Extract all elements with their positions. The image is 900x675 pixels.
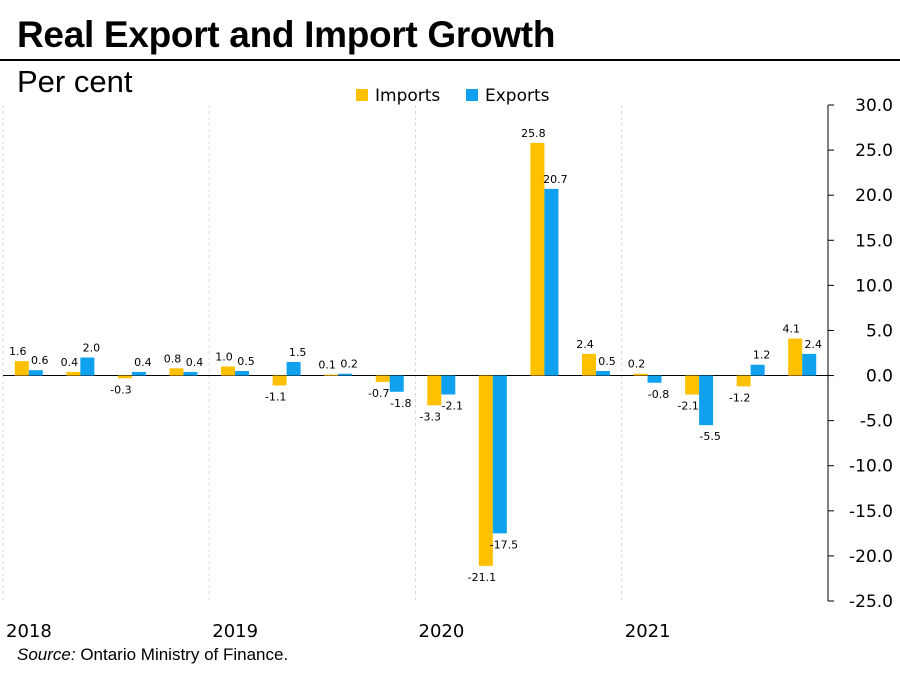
year-label: 2021 bbox=[625, 621, 671, 642]
imports-data-label: 1.6 bbox=[9, 345, 27, 358]
y-tick-label: 30.0 bbox=[855, 96, 893, 116]
imports-data-label: 0.1 bbox=[318, 359, 336, 372]
imports-bar bbox=[685, 375, 700, 395]
exports-data-label: -1.8 bbox=[390, 397, 411, 410]
exports-data-label: 1.2 bbox=[753, 349, 771, 362]
year-label: 2018 bbox=[6, 621, 52, 642]
imports-data-label: 0.4 bbox=[61, 356, 79, 369]
exports-data-label: 0.6 bbox=[31, 354, 49, 367]
imports-bar bbox=[633, 373, 648, 376]
exports-data-label: 20.7 bbox=[543, 173, 568, 186]
imports-bar bbox=[530, 142, 545, 376]
year-label: 2019 bbox=[212, 621, 258, 642]
imports-bar bbox=[272, 375, 287, 386]
imports-bar bbox=[66, 371, 81, 376]
imports-bar bbox=[169, 368, 184, 376]
imports-bar bbox=[478, 375, 493, 566]
year-label: 2020 bbox=[419, 621, 465, 642]
imports-data-label: -2.1 bbox=[677, 399, 698, 412]
exports-data-label: -2.1 bbox=[442, 399, 463, 412]
imports-bar bbox=[581, 353, 596, 376]
imports-data-label: -1.1 bbox=[265, 390, 286, 403]
legend-swatch-exports bbox=[466, 89, 478, 101]
y-tick-label: -25.0 bbox=[849, 592, 893, 612]
exports-bar bbox=[183, 371, 198, 376]
imports-data-label: -3.3 bbox=[420, 410, 441, 423]
imports-data-label: 0.8 bbox=[164, 352, 182, 365]
title-underline bbox=[0, 59, 900, 61]
exports-bar bbox=[647, 375, 662, 383]
y-tick-label: -5.0 bbox=[860, 412, 893, 432]
exports-data-label: 0.4 bbox=[134, 356, 152, 369]
exports-bar bbox=[235, 371, 250, 376]
exports-bar bbox=[595, 371, 610, 376]
exports-data-label: 0.4 bbox=[186, 356, 204, 369]
exports-bar bbox=[802, 353, 817, 376]
exports-bar bbox=[750, 364, 765, 376]
exports-data-label: 2.0 bbox=[83, 342, 101, 355]
imports-bar bbox=[221, 366, 236, 376]
y-tick-label: 0.0 bbox=[866, 367, 893, 387]
imports-data-label: -21.1 bbox=[468, 571, 496, 584]
y-tick-label: 15.0 bbox=[855, 231, 893, 251]
exports-data-label: -17.5 bbox=[490, 538, 518, 551]
legend-label-imports: Imports bbox=[375, 86, 440, 106]
exports-bar bbox=[441, 375, 456, 395]
exports-data-label: 0.5 bbox=[237, 355, 255, 368]
y-tick-label: 10.0 bbox=[855, 276, 893, 296]
imports-data-label: -0.7 bbox=[368, 387, 389, 400]
chart-title: Real Export and Import Growth bbox=[17, 14, 556, 55]
exports-bar bbox=[492, 375, 507, 534]
imports-bar bbox=[324, 374, 339, 376]
y-tick-label: 5.0 bbox=[866, 321, 893, 341]
imports-bar bbox=[14, 361, 29, 376]
exports-data-label: -5.5 bbox=[699, 430, 720, 443]
y-tick-label: -20.0 bbox=[849, 547, 893, 567]
imports-bar bbox=[736, 375, 751, 387]
imports-data-label: 2.4 bbox=[576, 338, 594, 351]
imports-data-label: 25.8 bbox=[521, 127, 546, 140]
legend-swatch-imports bbox=[356, 89, 368, 101]
exports-bar bbox=[131, 371, 146, 376]
exports-data-label: 0.2 bbox=[340, 358, 358, 371]
imports-data-label: -0.3 bbox=[110, 383, 131, 396]
imports-data-label: 0.2 bbox=[628, 358, 646, 371]
imports-bar bbox=[427, 375, 442, 406]
exports-data-label: 1.5 bbox=[289, 346, 307, 359]
exports-bar bbox=[699, 375, 714, 426]
imports-bar bbox=[375, 375, 390, 382]
y-tick-label: -15.0 bbox=[849, 502, 893, 522]
exports-data-label: 0.5 bbox=[598, 355, 616, 368]
exports-bar bbox=[286, 362, 301, 376]
source-note: Source: Ontario Ministry of Finance. bbox=[17, 645, 288, 665]
exports-bar bbox=[389, 375, 404, 392]
exports-bar bbox=[338, 373, 353, 376]
imports-data-label: -1.2 bbox=[729, 391, 750, 404]
y-tick-label: 20.0 bbox=[855, 186, 893, 206]
exports-bar bbox=[80, 357, 95, 376]
imports-data-label: 4.1 bbox=[782, 323, 800, 336]
y-tick-label: 25.0 bbox=[855, 141, 893, 161]
source-lead: Source: bbox=[17, 645, 76, 664]
chart-subtitle: Per cent bbox=[17, 64, 133, 99]
imports-data-label: 1.0 bbox=[215, 351, 233, 364]
imports-bar bbox=[117, 375, 132, 379]
y-tick-label: -10.0 bbox=[849, 457, 893, 477]
exports-data-label: 2.4 bbox=[804, 338, 822, 351]
legend-label-exports: Exports bbox=[485, 86, 550, 106]
exports-data-label: -0.8 bbox=[648, 388, 669, 401]
exports-bar bbox=[28, 370, 43, 376]
source-text: Ontario Ministry of Finance. bbox=[75, 645, 289, 664]
imports-bar bbox=[788, 338, 803, 376]
exports-bar bbox=[544, 188, 559, 376]
